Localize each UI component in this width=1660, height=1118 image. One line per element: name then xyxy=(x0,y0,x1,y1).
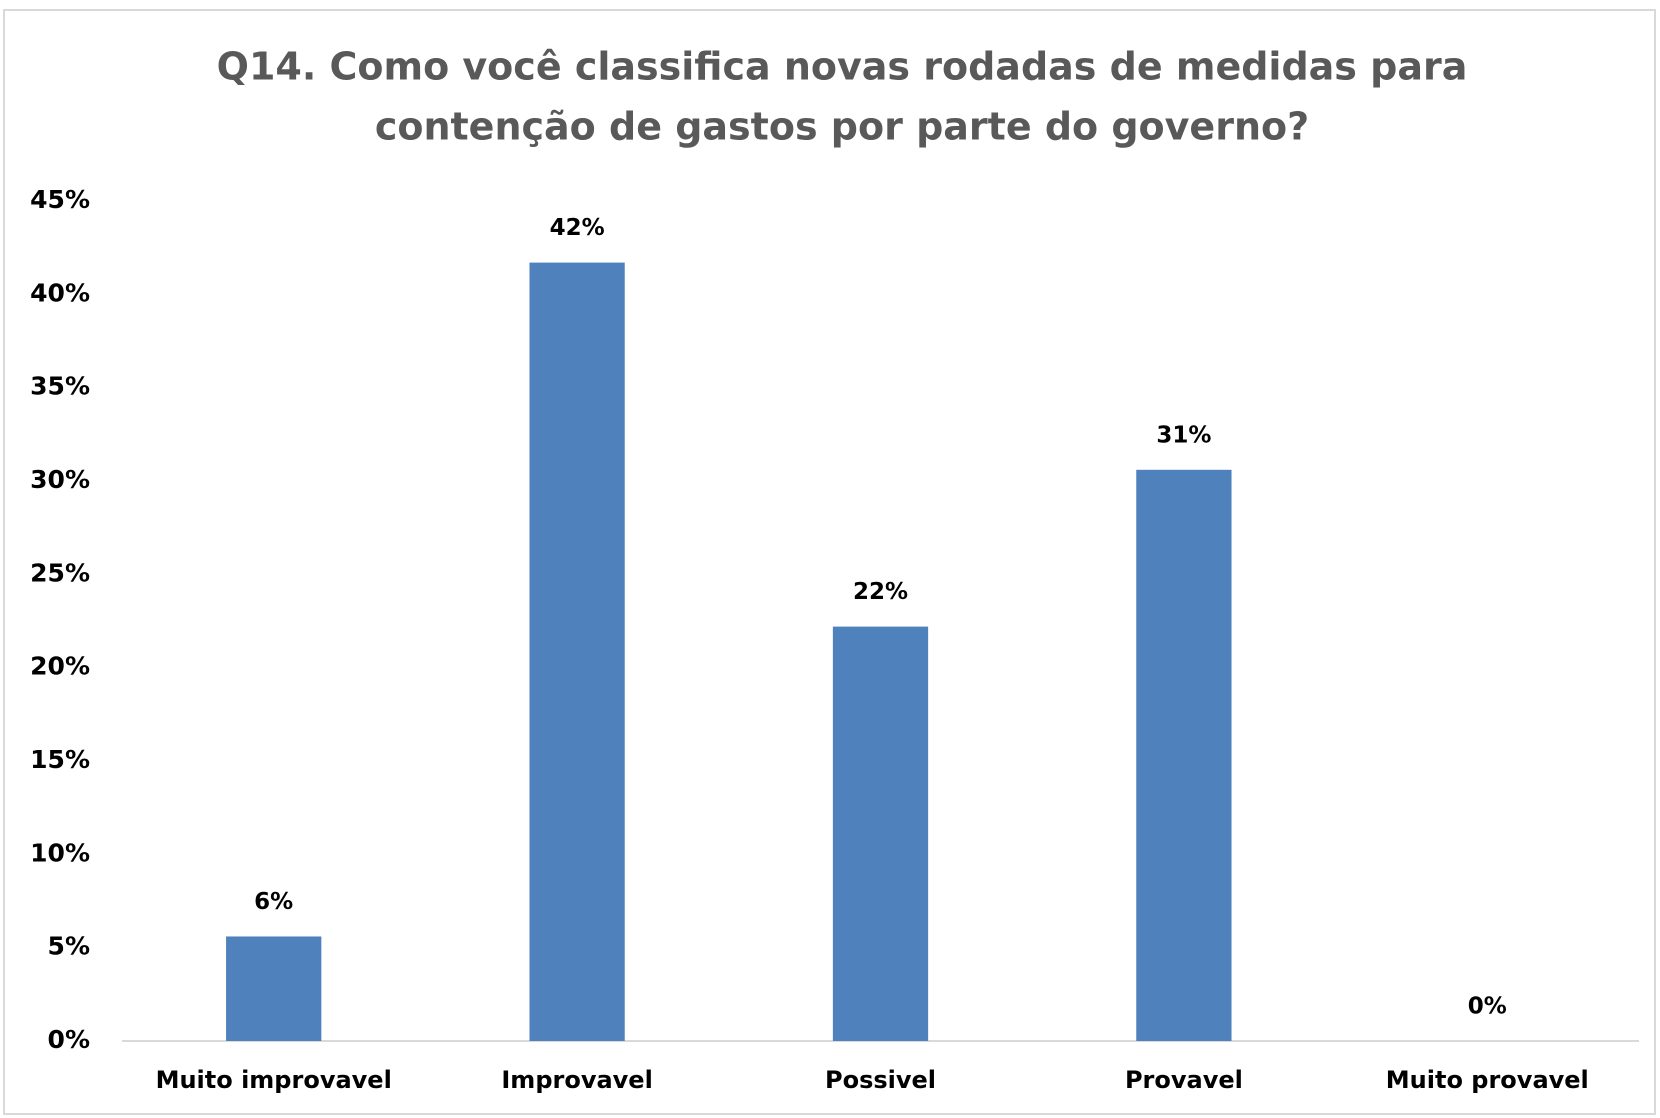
y-tick-label: 5% xyxy=(48,932,90,961)
x-tick-label: Muito improvavel xyxy=(156,1066,392,1094)
value-label: 0% xyxy=(1468,994,1507,1020)
y-tick-label: 30% xyxy=(30,465,90,494)
y-tick-label: 45% xyxy=(30,185,90,214)
chart-title: Q14. Como você classifica novas rodadas … xyxy=(217,45,1468,89)
chart-title: contenção de gastos por parte do governo… xyxy=(375,105,1309,149)
value-label: 6% xyxy=(254,889,293,915)
y-tick-label: 0% xyxy=(48,1025,90,1054)
y-tick-label: 25% xyxy=(30,558,90,587)
y-tick-label: 10% xyxy=(30,838,90,867)
x-tick-label: Improvavel xyxy=(501,1066,652,1094)
x-tick-label: Possivel xyxy=(825,1066,936,1094)
y-tick-label: 40% xyxy=(30,278,90,307)
x-tick-label: Muito provavel xyxy=(1386,1066,1589,1094)
bar xyxy=(1136,469,1232,1041)
bar xyxy=(226,936,322,1041)
value-label: 22% xyxy=(853,579,908,605)
y-tick-label: 35% xyxy=(30,372,90,401)
chart-border xyxy=(3,9,1656,1115)
bar xyxy=(832,626,929,1041)
value-label: 42% xyxy=(550,215,605,241)
value-label: 31% xyxy=(1156,422,1211,448)
bar xyxy=(529,262,625,1042)
y-tick-label: 20% xyxy=(30,652,90,681)
x-tick-label: Provavel xyxy=(1125,1066,1243,1094)
y-tick-label: 15% xyxy=(30,745,90,774)
